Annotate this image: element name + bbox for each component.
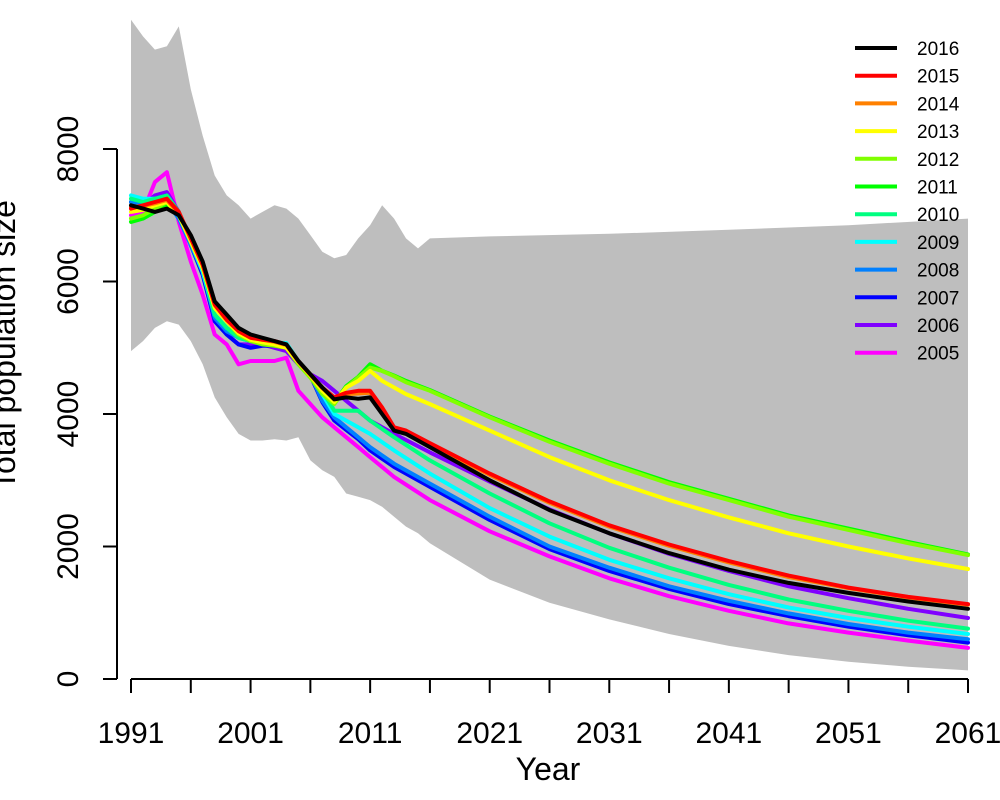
legend-label-2006: 2006 <box>917 316 959 337</box>
legend-item-2009: 2009 <box>855 233 959 254</box>
y-tick-label-0: 0 <box>52 671 85 688</box>
series-lines <box>129 170 970 650</box>
legend-label-2015: 2015 <box>917 67 959 88</box>
x-tick-label-2011: 2011 <box>338 717 403 750</box>
x-axis-title: Year <box>516 751 581 787</box>
legend-label-2005: 2005 <box>917 344 959 365</box>
legend-label-2008: 2008 <box>917 261 959 282</box>
series-line-2005 <box>129 170 970 650</box>
y-tick-label-2000: 2000 <box>52 513 85 580</box>
legend-label-2014: 2014 <box>917 94 960 115</box>
x-tick-label-2021: 2021 <box>456 717 523 750</box>
x-tick-label-2001: 2001 <box>217 717 284 750</box>
x-tick-label-2041: 2041 <box>695 717 762 750</box>
legend-item-2013: 2013 <box>855 122 959 143</box>
legend-label-2011: 2011 <box>917 178 958 199</box>
legend-item-2005: 2005 <box>855 344 959 365</box>
legend-item-2010: 2010 <box>855 205 959 226</box>
legend-item-2016: 2016 <box>855 39 959 60</box>
x-tick-label-2061: 2061 <box>935 717 1000 750</box>
legend-item-2007: 2007 <box>855 288 959 309</box>
legend-item-2012: 2012 <box>855 150 959 171</box>
y-tick-label-4000: 4000 <box>52 381 85 448</box>
legend: 2016 2015 2014 2013 2012 2011 2010 2009 2008 2007… <box>855 39 960 365</box>
x-tick-label-2031: 2031 <box>576 717 643 750</box>
x-axis: 1991 2001 2011 2021 2031 2041 2051 2061 <box>98 678 1000 750</box>
legend-item-2014: 2014 <box>855 94 960 115</box>
legend-label-2010: 2010 <box>917 205 959 226</box>
legend-item-2008: 2008 <box>855 261 959 282</box>
y-tick-label-6000: 6000 <box>52 248 85 315</box>
legend-item-2006: 2006 <box>855 316 959 337</box>
y-tick-label-8000: 8000 <box>52 116 85 183</box>
y-axis-title: Total population size <box>0 200 22 490</box>
y-axis: 0 2000 4000 6000 8000 <box>52 116 118 688</box>
x-tick-label-1991: 1991 <box>98 717 165 750</box>
legend-label-2012: 2012 <box>917 150 959 171</box>
legend-label-2007: 2007 <box>917 288 959 309</box>
series-line-2016 <box>129 203 970 611</box>
legend-item-2015: 2015 <box>855 67 959 88</box>
legend-label-2009: 2009 <box>917 233 959 254</box>
legend-label-2013: 2013 <box>917 122 959 143</box>
legend-label-2016: 2016 <box>917 39 959 60</box>
legend-item-2011: 2011 <box>855 178 958 199</box>
x-tick-label-2051: 2051 <box>815 717 882 750</box>
